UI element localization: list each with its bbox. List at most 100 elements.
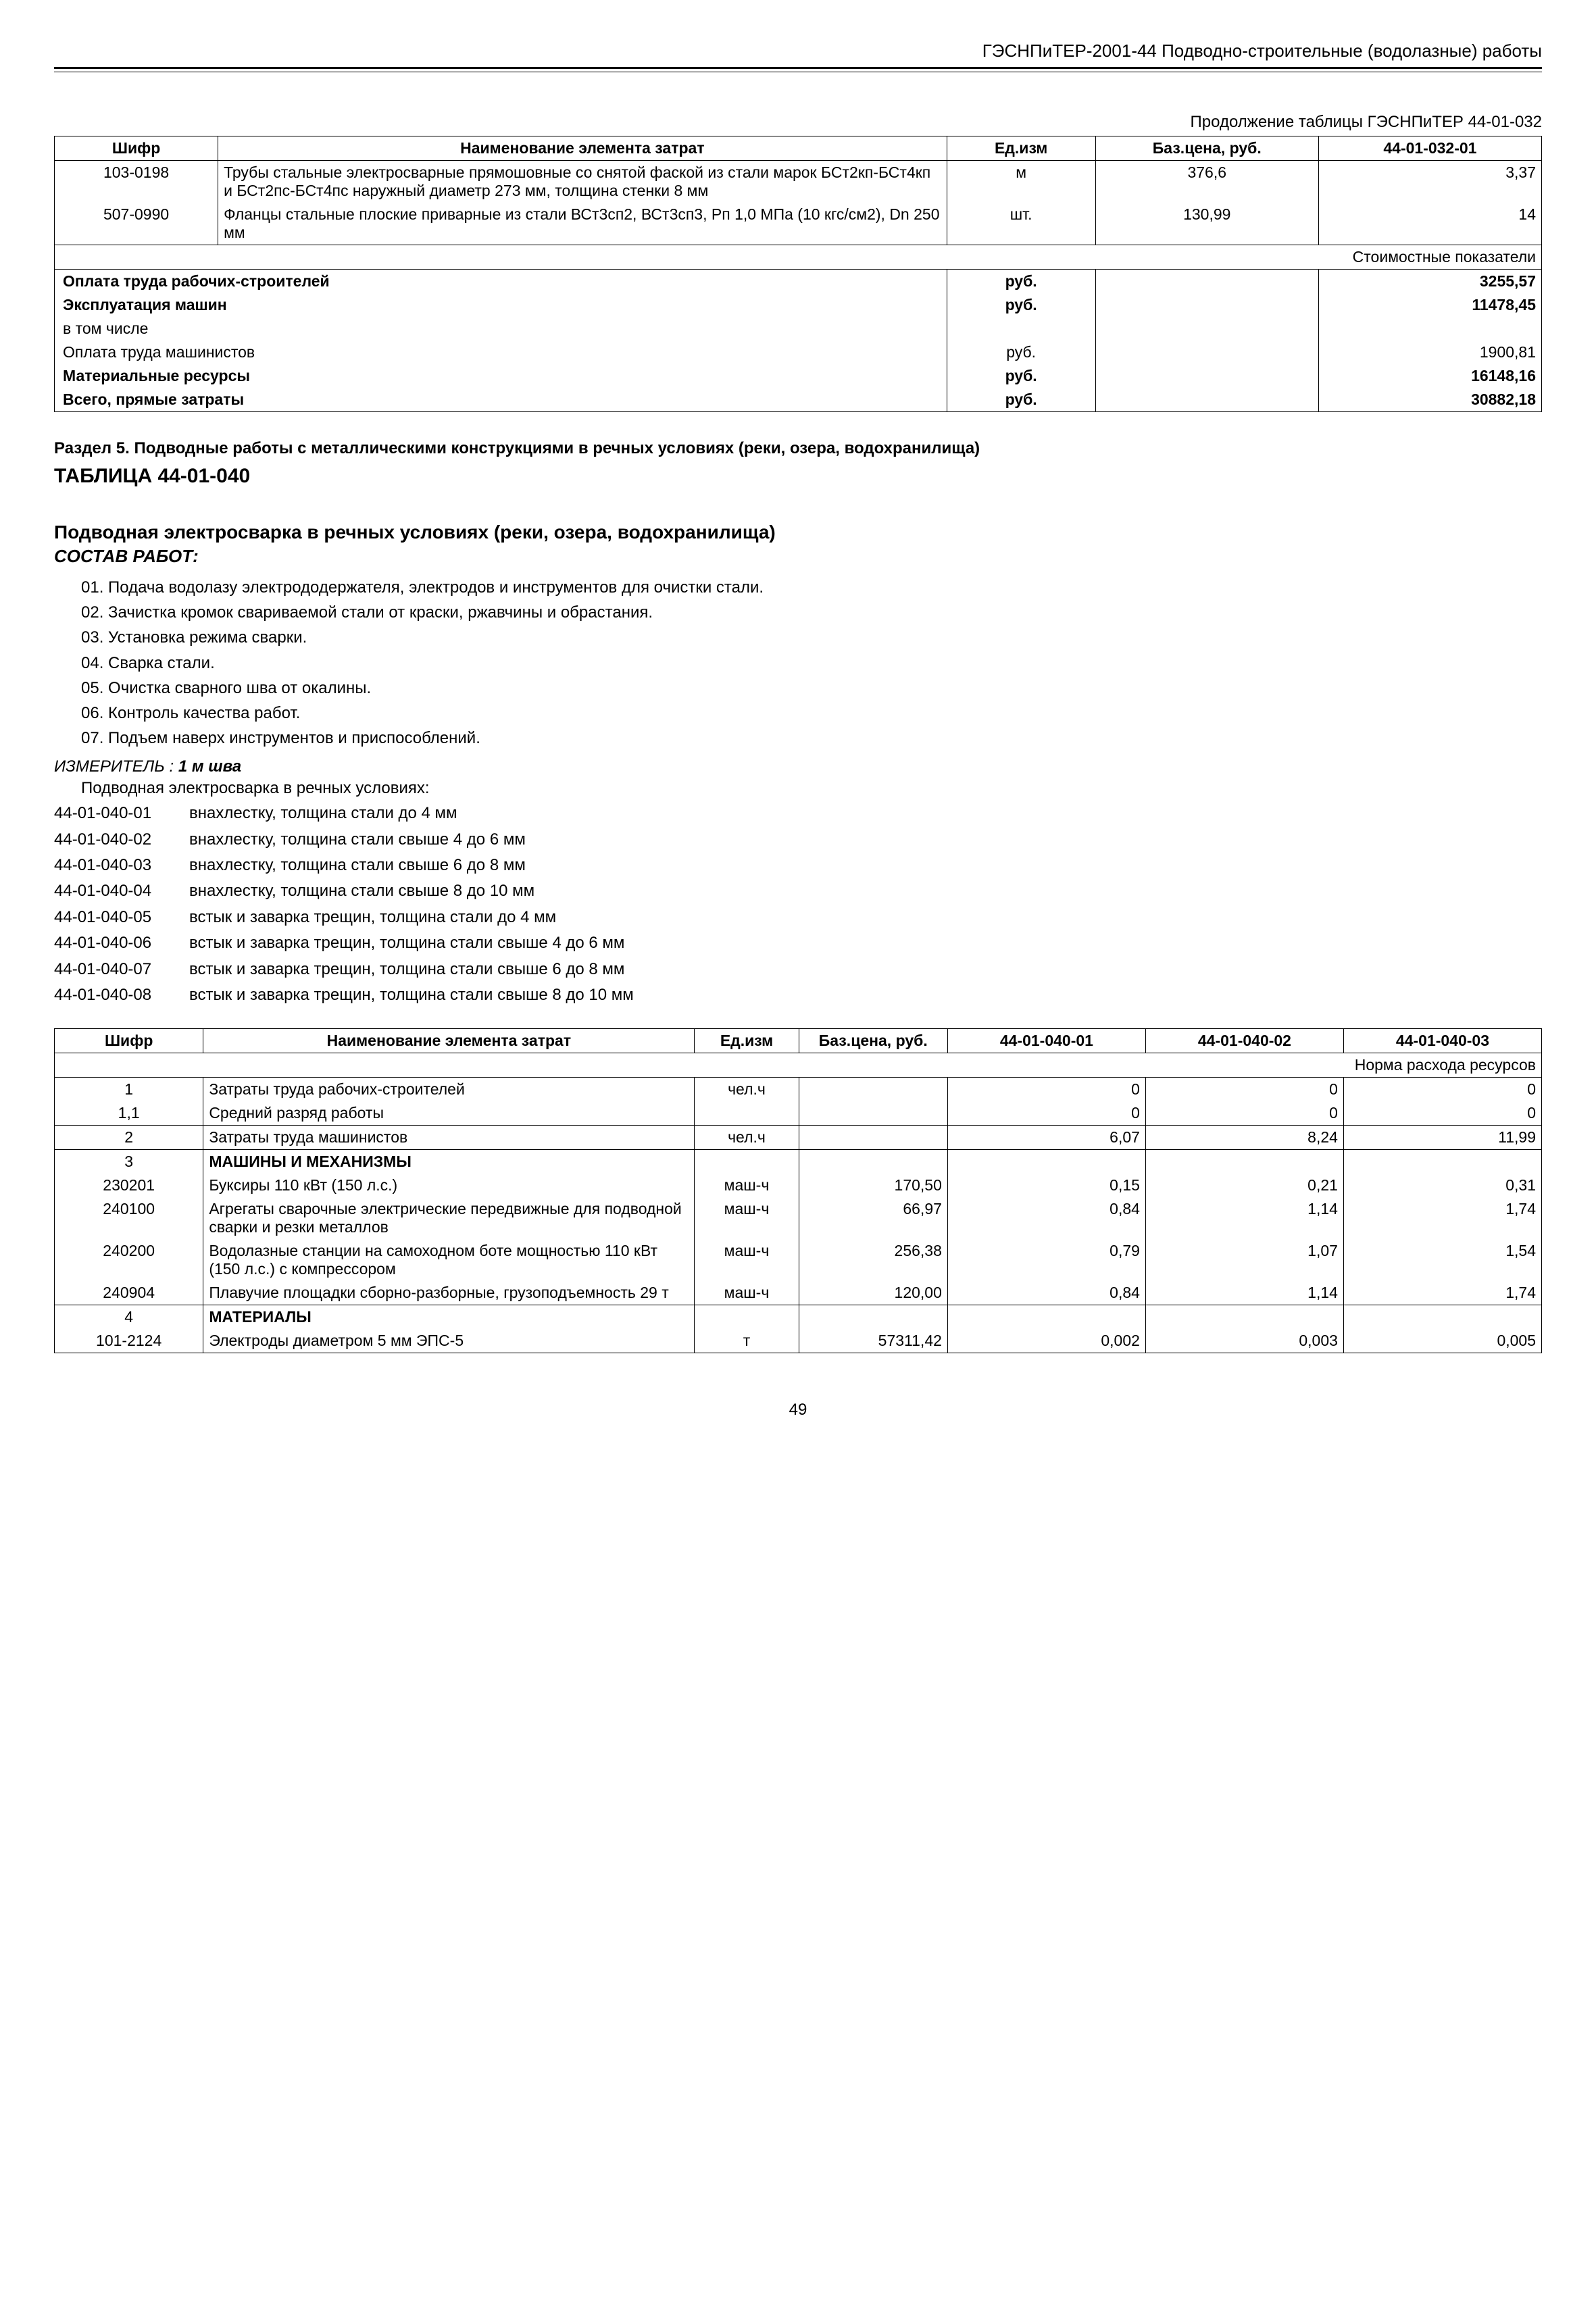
cell-v2: 0 [1145,1078,1343,1102]
cell-unit [695,1101,799,1126]
cost-row: Материальные ресурсы руб. 16148,16 [55,364,1542,388]
cell-v1: 0,002 [947,1329,1145,1353]
variant-code: 44-01-040-06 [54,930,189,956]
cost-empty [1095,364,1318,388]
cell-v2: 1,14 [1145,1281,1343,1305]
cell-name: Трубы стальные электросварные прямошовны… [218,161,947,203]
cell-name: Агрегаты сварочные электрические передви… [203,1197,695,1239]
work-item: 03. Установка режима сварки. [81,625,1542,650]
cell-v3: 1,74 [1343,1197,1541,1239]
table-row: 240200 Водолазные станции на самоходном … [55,1239,1542,1281]
table-row: 240904 Плавучие площадки сборно-разборны… [55,1281,1542,1305]
cost-empty [1095,317,1318,341]
cell-v1: 0 [947,1101,1145,1126]
cell-v3: 1,74 [1343,1281,1541,1305]
cell-price: 120,00 [799,1281,947,1305]
table-row: 1 Затраты труда рабочих-строителей чел.ч… [55,1078,1542,1102]
doc-header: ГЭСНПиТЕР-2001-44 Подводно-строительные … [54,41,1542,69]
cell-v1: 0,84 [947,1281,1145,1305]
cell-v2: 1,07 [1145,1239,1343,1281]
work-item: 06. Контроль качества работ. [81,701,1542,726]
cost-label: в том числе [55,317,947,341]
cell-v3: 0 [1343,1101,1541,1126]
variant-row: 44-01-040-04внахлестку, толщина стали св… [54,878,1542,904]
cell-v2: 0 [1145,1101,1343,1126]
variant-row: 44-01-040-06встык и заварка трещин, толщ… [54,930,1542,956]
variant-code: 44-01-040-07 [54,957,189,982]
cell-v2: 0,21 [1145,1174,1343,1197]
cost-label: Оплата труда рабочих-строителей [55,270,947,294]
cell-name: Плавучие площадки сборно-разборные, груз… [203,1281,695,1305]
cell-name: Электроды диаметром 5 мм ЭПС-5 [203,1329,695,1353]
cell-code: 2 [55,1126,203,1150]
variant-text: внахлестку, толщина стали свыше 6 до 8 м… [189,853,526,878]
cost-val: 30882,18 [1318,388,1541,412]
work-item: 07. Подъем наверх инструментов и приспос… [81,726,1542,751]
variant-code: 44-01-040-01 [54,801,189,826]
cost-row: Оплата труда машинистов руб. 1900,81 [55,341,1542,364]
cell-val: 3,37 [1318,161,1541,203]
cell-code: 4 [55,1305,203,1330]
cell-v2: 8,24 [1145,1126,1343,1150]
cell-price [799,1078,947,1102]
cost-row: Эксплуатация машин руб. 11478,45 [55,293,1542,317]
variant-row: 44-01-040-01внахлестку, толщина стали до… [54,801,1542,826]
cell-price [799,1305,947,1330]
works-list: 01. Подача водолазу электрододержателя, … [54,575,1542,751]
th2-price: Баз.цена, руб. [799,1029,947,1053]
measure-val: 1 м шва [178,757,241,776]
norm-header: Норма расхода ресурсов [55,1053,1542,1078]
cell-code: 230201 [55,1174,203,1197]
cost-unit: руб. [947,341,1095,364]
cell-code: 507-0990 [55,203,218,245]
cost-unit: руб. [947,364,1095,388]
table2-header-row: Шифр Наименование элемента затрат Ед.изм… [55,1029,1542,1053]
table-row: 230201 Буксиры 110 кВт (150 л.с.) маш-ч … [55,1174,1542,1197]
table-row: 507-0990 Фланцы стальные плоские приварн… [55,203,1542,245]
variant-text: встык и заварка трещин, толщина стали св… [189,930,624,956]
table-row: 103-0198 Трубы стальные электросварные п… [55,161,1542,203]
variant-row: 44-01-040-05встык и заварка трещин, толщ… [54,905,1542,930]
cell-code: 1,1 [55,1101,203,1126]
cell-code: 103-0198 [55,161,218,203]
cell-v2 [1145,1150,1343,1174]
table-032: Шифр Наименование элемента затрат Ед.изм… [54,136,1542,412]
table-row: 3 МАШИНЫ И МЕХАНИЗМЫ [55,1150,1542,1174]
continuation-label: Продолжение таблицы ГЭСНПиТЕР 44-01-032 [54,113,1542,132]
table-row: 101-2124 Электроды диаметром 5 мм ЭПС-5 … [55,1329,1542,1353]
cost-empty [1095,293,1318,317]
th2-unit: Ед.изм [695,1029,799,1053]
variant-code: 44-01-040-02 [54,827,189,853]
table-number: ТАБЛИЦА 44-01-040 [54,465,1542,488]
measure: ИЗМЕРИТЕЛЬ : 1 м шва [54,757,1542,776]
cell-price: 130,99 [1095,203,1318,245]
cell-name: МАШИНЫ И МЕХАНИЗМЫ [203,1150,695,1174]
cost-header-row: Стоимостные показатели [55,245,1542,270]
subtitle2: СОСТАВ РАБОТ: [54,546,1542,567]
th-name: Наименование элемента затрат [218,136,947,161]
cell-price: 66,97 [799,1197,947,1239]
cell-unit [695,1305,799,1330]
cell-code: 240904 [55,1281,203,1305]
cell-v1 [947,1150,1145,1174]
variant-code: 44-01-040-04 [54,878,189,904]
cell-v2 [1145,1305,1343,1330]
cell-unit: маш-ч [695,1239,799,1281]
cell-unit: маш-ч [695,1174,799,1197]
variant-row: 44-01-040-07встык и заварка трещин, толщ… [54,957,1542,982]
cell-price [799,1126,947,1150]
variant-text: внахлестку, толщина стали до 4 мм [189,801,457,826]
cell-price: 376,6 [1095,161,1318,203]
cost-label: Оплата труда машинистов [55,341,947,364]
table-row: 240100 Агрегаты сварочные электрические … [55,1197,1542,1239]
cell-v3: 0,005 [1343,1329,1541,1353]
cell-v1: 0 [947,1078,1145,1102]
cell-name: Средний разряд работы [203,1101,695,1126]
cost-empty [1095,270,1318,294]
variant-row: 44-01-040-02внахлестку, толщина стали св… [54,827,1542,853]
cell-v2: 1,14 [1145,1197,1343,1239]
cost-row: Всего, прямые затраты руб. 30882,18 [55,388,1542,412]
cost-empty [1095,388,1318,412]
cell-code: 1 [55,1078,203,1102]
th-col: 44-01-032-01 [1318,136,1541,161]
